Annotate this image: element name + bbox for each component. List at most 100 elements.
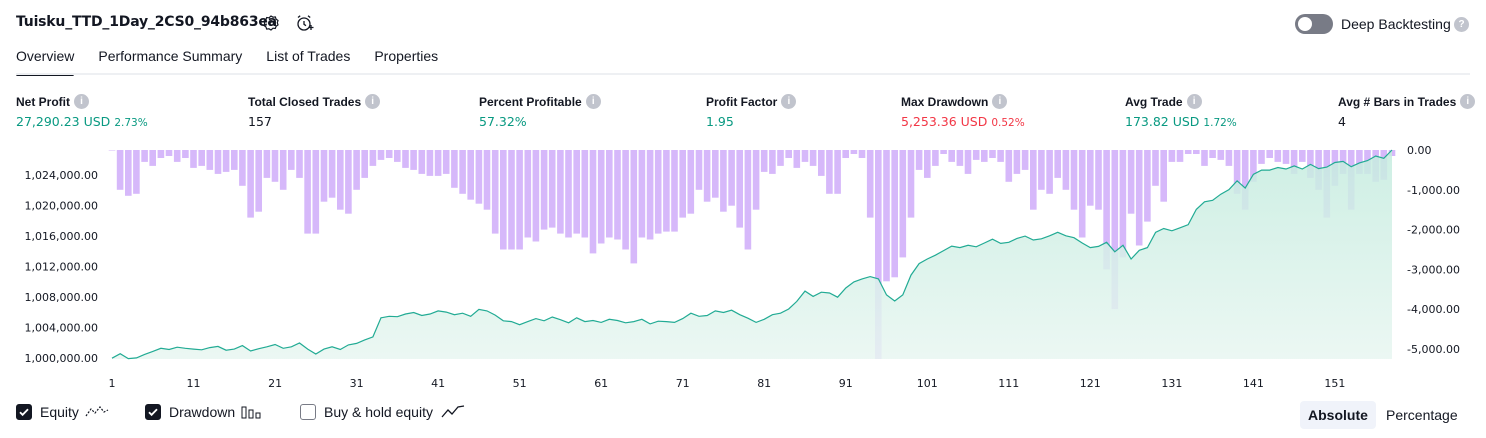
tab-properties[interactable]: Properties [374,48,439,64]
drawdown-bar [744,150,752,250]
settings-icon[interactable] [260,12,282,34]
drawdown-bar [475,150,483,204]
drawdown-bar [214,150,222,174]
equity-area [112,150,1392,359]
equity-checkbox[interactable] [16,404,32,420]
drawdown-bar [1290,150,1298,174]
info-icon[interactable]: i [365,94,381,109]
drawdown-bar [891,150,898,278]
info-icon[interactable]: i [1460,94,1476,109]
drawdown-bar [875,150,882,359]
metric-value: 57.32% [479,114,527,129]
drawdown-bar [769,150,776,174]
drawdown-bar [720,150,727,212]
info-icon[interactable]: i [74,94,89,109]
drawdown-bar [997,150,1004,162]
drawdown-bar [695,150,703,190]
buy-hold-checkbox[interactable] [300,404,316,420]
drawdown-bar [1258,150,1265,164]
metric-label: Total Closed Trades [248,94,362,109]
drawdown-bar [785,150,792,158]
info-icon[interactable]: i [781,94,797,109]
tab-bar: Overview Performance Summary List of Tra… [16,48,462,76]
tab-divider [16,73,1470,75]
drawdown-bar [263,150,271,178]
tab-performance-summary[interactable]: Performance Summary [98,48,243,64]
drawdown-bar [671,150,678,232]
drawdown-bar [712,150,719,198]
info-icon[interactable]: i [585,94,601,109]
absolute-button[interactable]: Absolute [1300,401,1376,429]
equity-drawdown-chart[interactable]: 1,000,000.00 1,004,000.00 1,008,000.00 1,01… [0,140,1486,394]
drawdown-bar [728,150,735,206]
drawdown-bar [1038,150,1045,190]
drawdown-bar [1078,150,1086,238]
drawdown-bar [1233,150,1241,194]
x-tick-label: 61 [594,377,608,390]
drawdown-bar [467,150,474,200]
drawdown-bar [581,150,589,238]
drawdown-bar [1168,150,1176,162]
x-tick-label: 21 [268,377,282,390]
x-tick-label: 71 [676,377,690,390]
drawdown-bar [907,150,915,218]
drawdown-bar [540,150,548,230]
drawdown-bar [532,150,540,242]
drawdown-bar [842,150,849,158]
tab-list-of-trades[interactable]: List of Trades [266,48,351,64]
drawdown-bar [1070,150,1078,210]
drawdown-tick-label: 0.00 [1407,144,1432,157]
equity-line [111,149,1393,360]
drawdown-bar [247,150,254,218]
drawdown-bar [899,150,907,258]
drawdown-bar [663,150,670,232]
drawdown-bar [442,150,450,174]
drawdown-bar [646,150,654,240]
drawdown-bar [989,150,996,158]
drawdown-bar [1184,150,1192,154]
drawdown-bar [173,150,181,162]
x-tick-label: 111 [998,377,1019,390]
x-axis-labels: 1 11 21 31 41 51 61 71 81 91 101 111 121 131 141 151 [109,377,1346,390]
drawdown-bar [337,150,344,210]
legend-equity[interactable]: Equity [16,404,109,420]
drawdown-checkbox[interactable] [145,404,161,420]
drawdown-bar [679,150,686,218]
drawdown-bar [964,150,972,174]
drawdown-bar [231,150,238,170]
metric-value: 1.95 [706,114,734,129]
metric-value: 5,253.36 USD [901,114,988,129]
drawdown-bar [108,150,116,151]
drawdown-bar [940,150,947,154]
drawdown-bar [793,150,801,168]
metric-avg-trade: Avg Trade i 173.82 USD 1.72% [1125,94,1237,129]
drawdown-bar [402,150,409,168]
x-tick-label: 131 [1161,377,1182,390]
drawdown-bar [1054,150,1061,178]
metric-percent-profitable: Percent Profitable i 57.32% [479,94,601,129]
drawdown-bar [524,150,532,238]
drawdown-bar [606,150,613,238]
help-icon[interactable]: ? [1454,17,1469,32]
deep-backtesting-toggle[interactable] [1295,14,1333,34]
drawdown-bar [638,150,646,238]
drawdown-bar [1266,150,1273,158]
legend-buy-hold[interactable]: Buy & hold equity [300,404,465,420]
info-icon[interactable]: i [1186,94,1202,109]
percentage-button[interactable]: Percentage [1386,407,1458,423]
add-alert-clock-icon[interactable] [294,12,316,34]
buy-hold-line-icon [441,405,465,418]
tab-overview[interactable]: Overview [16,48,75,76]
drawdown-bar [1127,150,1135,214]
drawdown-bar [752,150,760,210]
drawdown-bar [361,150,368,178]
metric-value: 173.82 USD [1125,114,1200,129]
drawdown-bar [630,150,638,264]
drawdown-bar [328,150,336,198]
legend-drawdown[interactable]: Drawdown [145,404,263,420]
info-icon[interactable]: i [992,94,1008,109]
drawdown-bar [434,150,442,176]
drawdown-bar [834,150,841,194]
drawdown-bar [1103,150,1110,270]
x-tick-label: 91 [839,377,853,390]
